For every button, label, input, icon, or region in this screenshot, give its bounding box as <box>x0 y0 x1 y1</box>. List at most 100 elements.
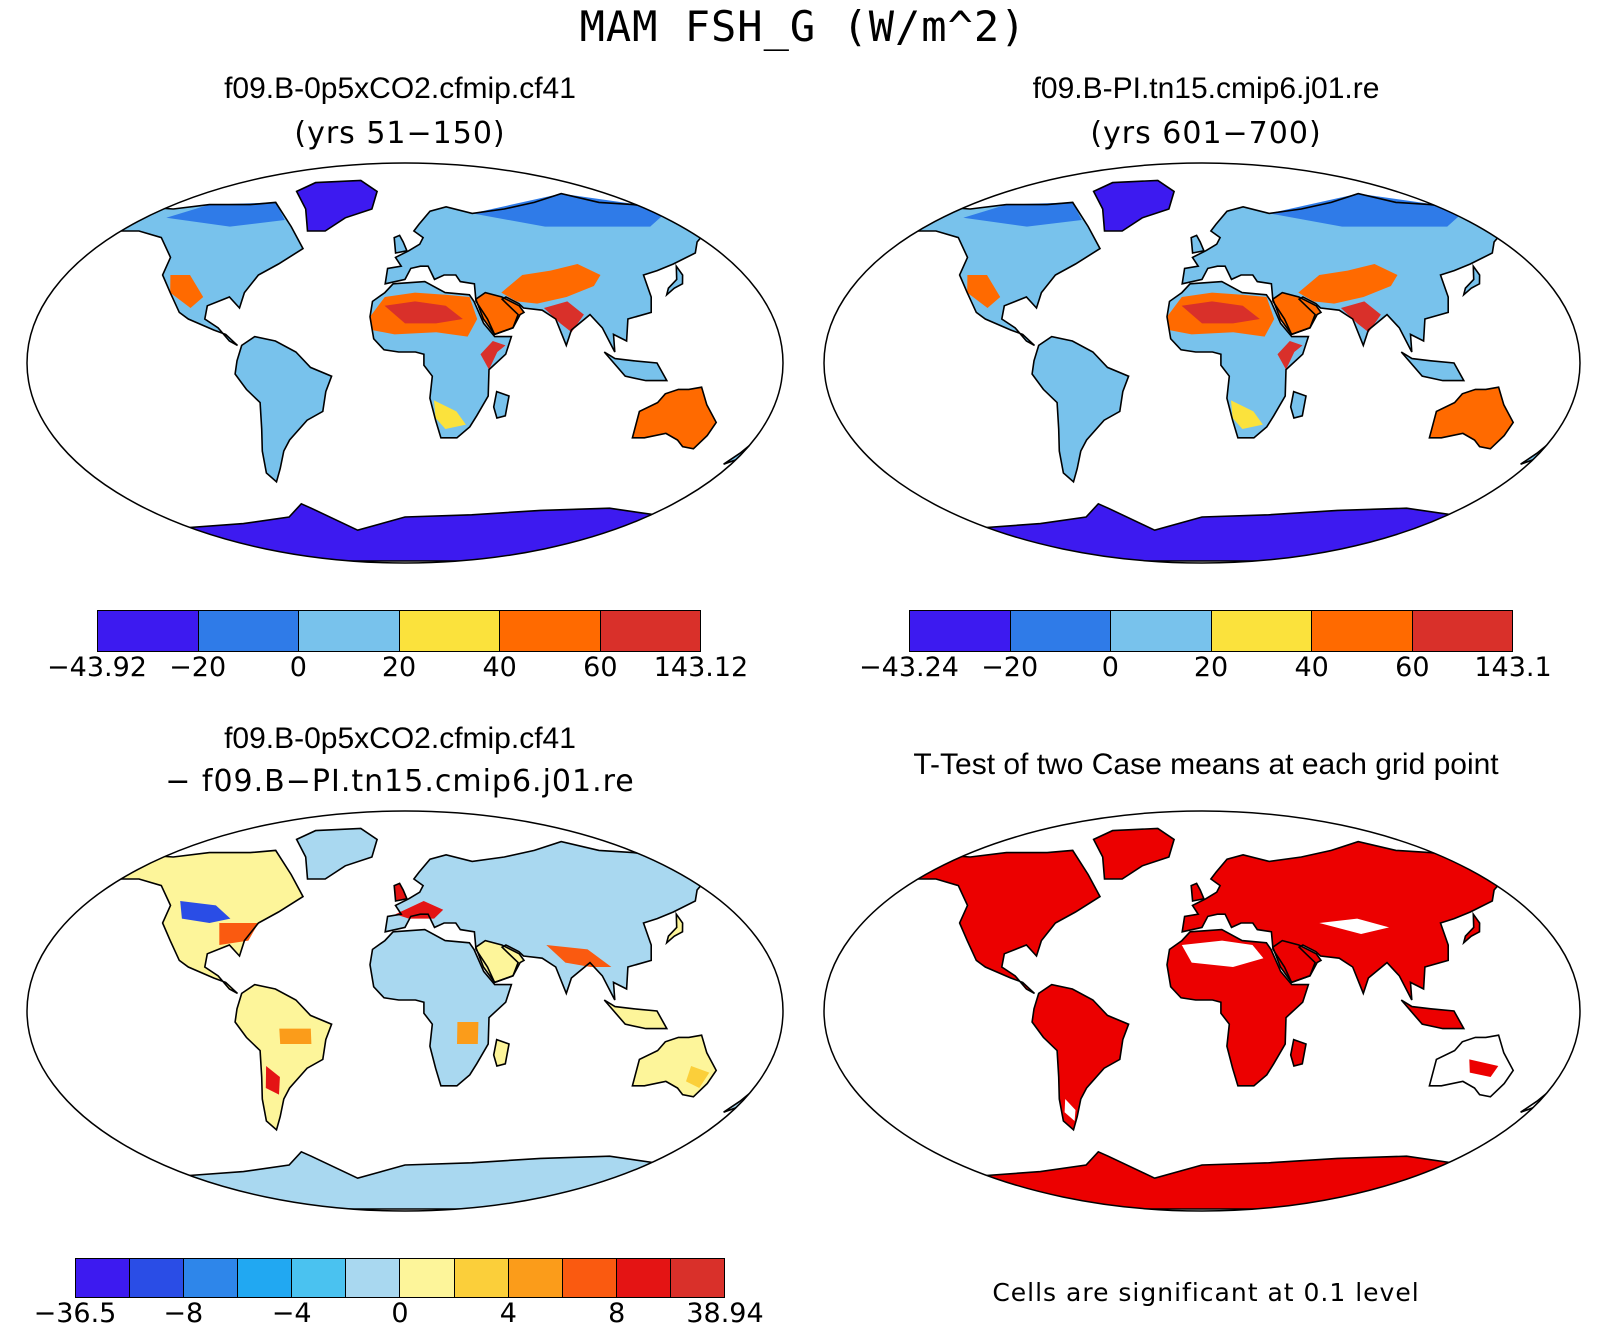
colorbar-tick-label: 40 <box>482 652 517 683</box>
landmass-madagascar <box>1290 1039 1306 1066</box>
shaded-region <box>967 275 1001 308</box>
panel-title-bottom-left: f09.B-0p5xCO2.cfmip.cf41 <box>224 722 576 755</box>
colorbar-tick-label: 40 <box>1294 652 1329 683</box>
colorbar-box <box>76 1259 131 1297</box>
colorbar-box <box>616 1259 671 1297</box>
coastline <box>1190 234 1206 254</box>
colorbar-tick-label: 0 <box>1101 652 1119 683</box>
coastline <box>369 928 513 1087</box>
map-bottom-left <box>26 810 784 1212</box>
colorbar-box <box>184 1259 239 1297</box>
colorbar-box <box>454 1259 509 1297</box>
colorbar-box <box>600 611 700 651</box>
shaded-region <box>457 1022 479 1044</box>
landmass-japan <box>1463 266 1480 295</box>
coastline <box>234 983 333 1132</box>
shaded-region <box>395 901 444 919</box>
landmass-antarctica <box>908 1151 1496 1209</box>
landmass-japan <box>1463 914 1480 943</box>
colorbar-box <box>1211 611 1312 651</box>
coastline <box>111 849 305 995</box>
shaded-region <box>1181 301 1260 324</box>
colorbar-tick-label: 20 <box>381 652 417 683</box>
colorbar-box <box>400 1259 455 1297</box>
coastline <box>1031 983 1130 1132</box>
colorbar-top-right <box>909 610 1513 652</box>
coastline <box>631 386 718 450</box>
coastline <box>1031 335 1130 484</box>
landmass-madagascar <box>493 1039 509 1066</box>
coastline <box>295 827 379 880</box>
shaded-region <box>166 202 285 227</box>
shaded-region <box>480 341 506 370</box>
coastline <box>369 280 513 439</box>
colorbar-labels-top-right: −43.24 −20 0 20 40 60 143.1 <box>859 652 1552 692</box>
landmass-australia <box>632 387 717 449</box>
shaded-region <box>1277 341 1303 370</box>
map-border <box>823 810 1581 1212</box>
colorbar-box <box>670 1259 724 1297</box>
colorbar-tick-label: 0 <box>391 1298 409 1329</box>
colorbar-tick-label: −8 <box>163 1298 204 1329</box>
coastline <box>1462 263 1481 298</box>
shaded-region <box>279 1028 312 1044</box>
shaded-region <box>1340 301 1381 333</box>
colorbar-tick-label: −20 <box>169 652 227 683</box>
landmass-indonesia <box>604 1000 667 1029</box>
landmass-greenland <box>1093 180 1175 231</box>
landmass-antarctica <box>908 503 1496 561</box>
landmass-northAmerica <box>909 850 1100 994</box>
shaded-region <box>434 400 466 429</box>
coastline <box>1271 291 1323 336</box>
colorbar-bottom-left <box>75 1258 725 1298</box>
panel-subtitle-top-left: (yrs 51−150) <box>294 116 506 151</box>
colorbar-box <box>238 1259 293 1297</box>
coastline <box>1428 386 1515 450</box>
colorbar-tick-label: 60 <box>583 652 618 683</box>
landmass-indonesia <box>1401 352 1464 381</box>
shaded-region <box>543 301 584 333</box>
shaded-region <box>1319 918 1390 934</box>
landmass-northAmerica <box>909 202 1100 346</box>
coastline <box>492 390 510 419</box>
colorbar-box <box>562 1259 617 1297</box>
colorbar-tick-label: 60 <box>1395 652 1430 683</box>
coastline <box>474 291 526 336</box>
colorbar-box <box>198 611 299 651</box>
map-bottom-right <box>823 810 1581 1212</box>
colorbar-tick-label: 4 <box>499 1298 517 1329</box>
coastline <box>1166 928 1310 1087</box>
landmass-greenland <box>296 828 378 879</box>
coastline <box>1428 1034 1515 1098</box>
coastline <box>1520 443 1553 465</box>
shaded-region <box>170 275 204 308</box>
colorbar-tick-label: 143.1 <box>1474 652 1552 683</box>
landmass-eurasia <box>385 841 721 1000</box>
landmass-japan <box>666 914 683 943</box>
landmass-japan <box>666 266 683 295</box>
landmass-uk <box>1191 235 1204 253</box>
coastline <box>631 1034 718 1098</box>
map-top-left <box>26 162 784 564</box>
coastline <box>384 840 722 1001</box>
panel-title-top-right: f09.B-PI.tn15.cmip6.j01.re <box>1032 72 1380 105</box>
colorbar-box <box>508 1259 563 1297</box>
colorbar-box <box>130 1259 185 1297</box>
shaded-region <box>180 901 231 923</box>
coastline <box>1181 840 1519 1001</box>
colorbar-box <box>910 611 1011 651</box>
colorbar-labels-top-left: −43.92 −20 0 20 40 60 143.12 <box>47 652 748 692</box>
landmass-southAmerica <box>235 984 332 1130</box>
coastline <box>111 201 305 347</box>
coastline <box>908 849 1102 995</box>
map-border <box>823 162 1581 564</box>
colorbar-box <box>346 1259 401 1297</box>
shaded-region <box>546 945 612 967</box>
shaded-region <box>1269 193 1467 227</box>
coastline <box>1400 999 1466 1030</box>
panel-subtitle-bottom-left: − f09.B−PI.tn15.cmip6.j01.re <box>165 764 635 799</box>
colorbar-tick-label: 0 <box>289 652 307 683</box>
shaded-region <box>501 264 601 304</box>
coastline <box>1166 280 1310 439</box>
coastline <box>234 335 333 484</box>
